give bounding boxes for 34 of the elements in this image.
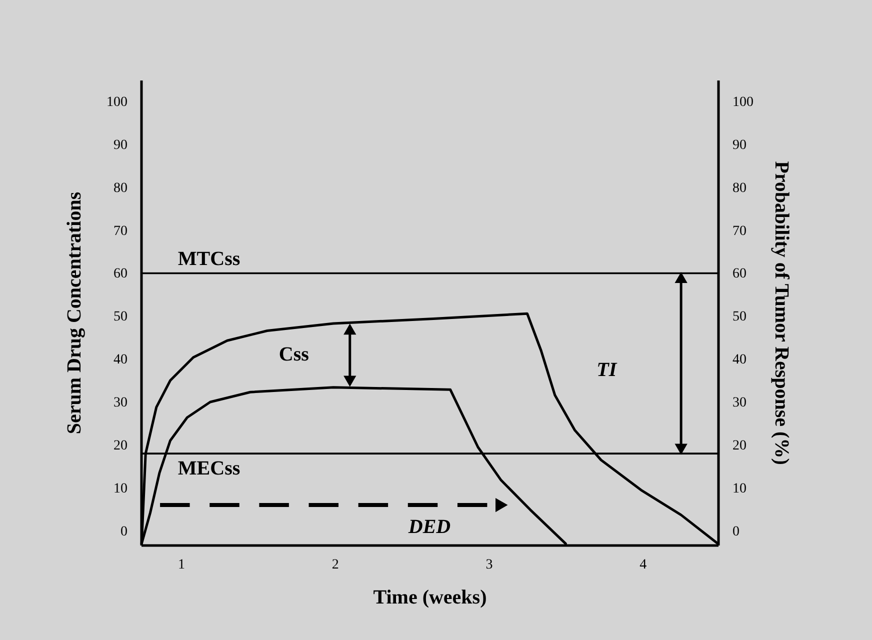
ref-line-label: MTCss xyxy=(178,248,240,270)
y2-tick-label: 10 xyxy=(732,481,746,496)
y-tick-label: 60 xyxy=(114,266,128,282)
y2-tick-label: 90 xyxy=(732,138,746,153)
y-tick-label: 0 xyxy=(120,524,128,540)
x-tick-label: 2 xyxy=(332,558,339,572)
y-tick-label: 40 xyxy=(114,352,128,368)
y2-tick-label: 80 xyxy=(732,180,746,196)
ref-line-label: MECss xyxy=(178,458,240,480)
annotation: TI xyxy=(596,359,618,382)
y2-axis-title: Probability of Tumor Response (%) xyxy=(770,161,792,465)
y-axis-title: Serum Drug Concentrations xyxy=(64,192,86,434)
x-tick-label: 3 xyxy=(486,558,493,572)
y2-tick-label: 30 xyxy=(732,396,746,411)
y2-tick-label: 40 xyxy=(732,352,746,368)
annotation: DED xyxy=(407,516,451,538)
y2-tick-label: 70 xyxy=(732,224,746,239)
annotation: Css xyxy=(278,343,310,366)
x-axis-title: Time (weeks) xyxy=(373,586,487,608)
y-tick-label: 90 xyxy=(114,138,128,153)
y2-tick-label: 20 xyxy=(732,438,746,454)
y-tick-label: 10 xyxy=(114,481,128,496)
y-tick-label: 30 xyxy=(114,396,128,411)
y2-tick-label: 60 xyxy=(732,266,746,282)
y-tick-label: 70 xyxy=(114,224,128,239)
y-tick-label: 100 xyxy=(106,94,128,110)
y-tick-label: 50 xyxy=(114,310,128,325)
y-tick-label: 20 xyxy=(114,438,128,454)
y2-tick-label: 100 xyxy=(732,94,754,110)
x-tick-label: 1 xyxy=(178,558,186,572)
y-tick-label: 80 xyxy=(114,180,128,196)
x-tick-label: 4 xyxy=(640,558,647,572)
y2-tick-label: 0 xyxy=(732,524,740,540)
y2-tick-label: 50 xyxy=(732,310,746,325)
